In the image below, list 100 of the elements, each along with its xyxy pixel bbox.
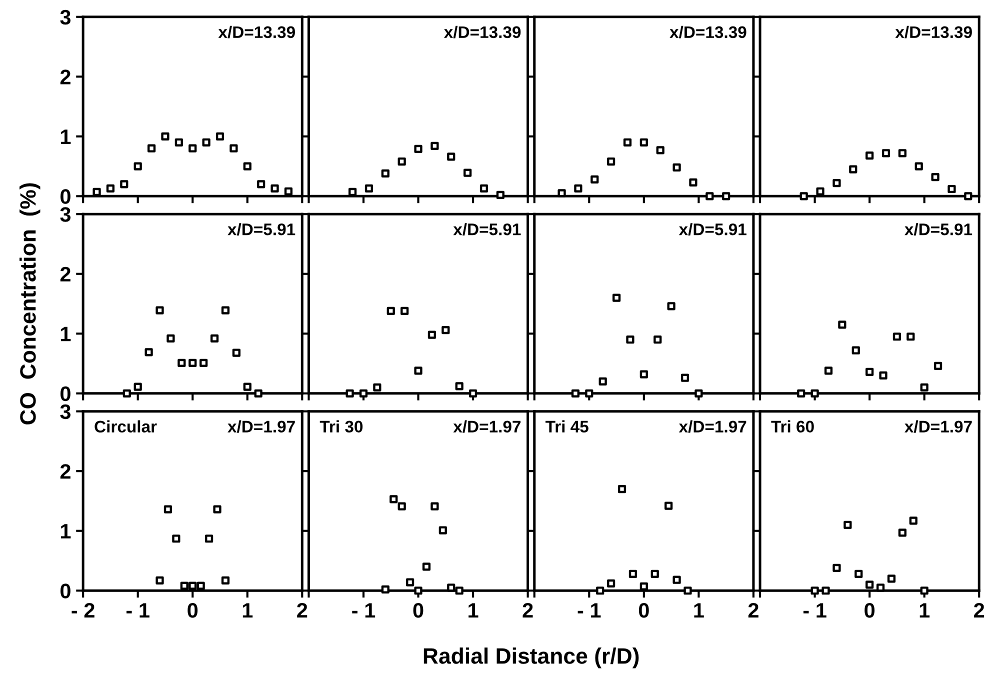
x-tick-label: 0 (188, 602, 198, 618)
point (120, 180, 128, 188)
annotation: x/D=5.91 (228, 223, 296, 236)
point (243, 162, 252, 170)
point (414, 366, 422, 375)
point (364, 184, 374, 192)
point (852, 346, 860, 354)
annotation: x/D=13.39 (444, 26, 521, 38)
x-tick-label: 0 (638, 602, 649, 618)
point (398, 502, 406, 510)
point (887, 574, 896, 583)
point (414, 144, 422, 154)
annotation: Circular (94, 420, 157, 433)
point (406, 578, 414, 586)
point (257, 180, 266, 188)
point (134, 162, 142, 170)
point (844, 520, 852, 529)
point (640, 582, 648, 590)
point (178, 358, 186, 367)
point (866, 580, 874, 589)
point (447, 152, 456, 161)
x-tick-label: 2 (522, 602, 533, 618)
point (400, 306, 409, 315)
x-tick-label: 1 (920, 603, 930, 618)
point (934, 362, 942, 370)
point (196, 582, 205, 590)
point (438, 526, 447, 534)
point (455, 382, 464, 390)
annotation: Tri 45 (546, 420, 588, 433)
point (172, 534, 180, 543)
point (664, 502, 673, 510)
point (496, 190, 504, 200)
point (442, 326, 450, 334)
point (722, 192, 730, 200)
x-tick-label: - 1 (352, 603, 376, 618)
point (854, 570, 863, 578)
point (232, 348, 240, 357)
point (480, 184, 488, 192)
y-tick-label: 0 (60, 386, 70, 402)
point (898, 528, 906, 537)
x-tick-label: 1 (468, 603, 478, 618)
point (948, 184, 956, 194)
annotation: x/D=13.39 (218, 26, 295, 38)
point (810, 389, 819, 398)
point (876, 584, 885, 592)
annotation: x/D=5.91 (678, 223, 746, 236)
annotation: x/D=5.91 (453, 223, 521, 236)
point (243, 382, 252, 391)
point (390, 495, 398, 504)
annotation: x/D=1.97 (678, 420, 746, 433)
point (422, 562, 431, 571)
point (447, 584, 456, 592)
point (832, 564, 841, 572)
point (824, 366, 833, 375)
point (147, 144, 156, 152)
y-axis-title: CO Concentration (%) (20, 183, 40, 424)
point (213, 505, 222, 514)
point (558, 189, 566, 198)
x-tick-label: - 1 (803, 603, 826, 618)
point (161, 132, 170, 140)
point (680, 374, 690, 382)
point (694, 389, 703, 398)
x-tick-label: - 2 (72, 602, 94, 618)
point (156, 576, 164, 585)
x-tick-label: 0 (413, 602, 424, 618)
point (914, 162, 923, 170)
point (849, 165, 858, 174)
point (200, 358, 208, 367)
point (590, 175, 599, 184)
point (623, 138, 632, 146)
point (706, 192, 714, 200)
annotation: x/D=1.97 (904, 420, 972, 433)
point (571, 389, 580, 398)
point (964, 192, 972, 200)
point (898, 149, 906, 158)
y-tick-label: 0 (60, 584, 70, 598)
annotation: x/D=1.97 (228, 420, 295, 433)
point (822, 586, 830, 595)
point (188, 144, 197, 152)
point (931, 172, 940, 182)
point (640, 370, 648, 378)
point (156, 306, 164, 314)
y-tick-label: 1 (60, 130, 71, 144)
point (909, 516, 918, 525)
y-tick-label: 1 (60, 524, 71, 538)
point (373, 383, 382, 392)
point (689, 178, 698, 186)
point (574, 184, 582, 192)
point (180, 582, 188, 590)
point (626, 336, 634, 344)
point (906, 332, 915, 341)
point (585, 389, 594, 398)
annotation: x/D=1.97 (453, 420, 521, 433)
x-tick-label: 1 (242, 603, 253, 618)
point (221, 576, 230, 585)
point (254, 389, 262, 398)
point (428, 330, 436, 339)
point (607, 579, 616, 588)
point (210, 334, 219, 342)
point (188, 582, 197, 590)
